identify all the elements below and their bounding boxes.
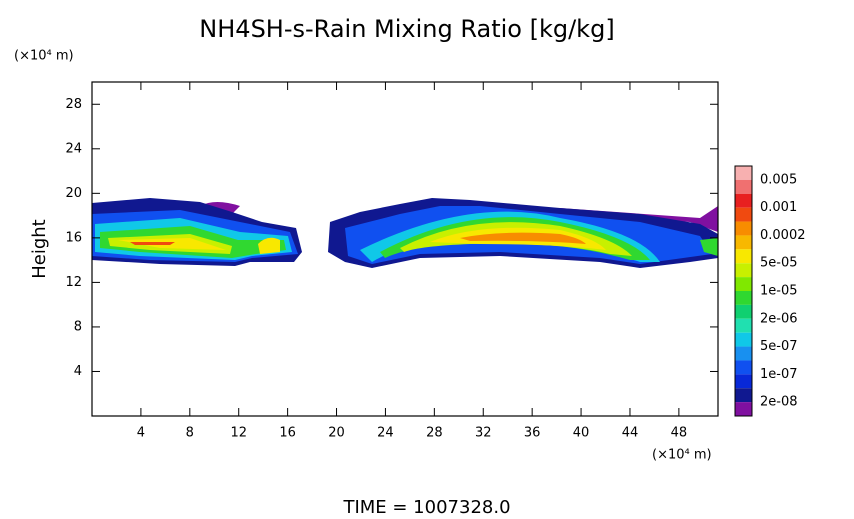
y-tick-label: 8 — [74, 319, 82, 334]
colorbar-swatch — [735, 346, 752, 361]
y-tick-label: 4 — [74, 364, 82, 379]
colorbar-swatch — [735, 360, 752, 375]
footer: TIME = 1007328.0 — [342, 497, 510, 518]
x-tick-label: 12 — [230, 426, 247, 441]
x-tick-label: 36 — [524, 426, 541, 441]
contour-region — [258, 237, 280, 254]
colorbar-swatch — [735, 291, 752, 305]
y-unit: (×10⁴ m) — [14, 49, 74, 64]
colorbar-swatch — [735, 304, 752, 319]
contour-region — [118, 238, 226, 250]
colorbar-label: 0.001 — [760, 200, 797, 215]
x-tick-label: 8 — [186, 426, 194, 441]
x-unit: (×10⁴ m) — [652, 448, 712, 463]
y-axis-label: Height — [29, 219, 50, 279]
y-tick-label: 20 — [65, 186, 82, 201]
x-tick-label: 32 — [475, 426, 492, 441]
y-tick-label: 12 — [65, 275, 82, 290]
contour-region — [200, 202, 240, 214]
x-tick-label: 44 — [622, 426, 639, 441]
contour-region — [460, 232, 586, 244]
colorbar-swatch — [735, 166, 752, 180]
y-tick-label: 24 — [65, 141, 82, 156]
colorbar-label: 2e-06 — [760, 311, 798, 326]
y-tick-label: 28 — [65, 97, 82, 112]
x-tick-label: 28 — [426, 426, 443, 441]
colorbar-label: 2e-08 — [760, 395, 798, 410]
x-tick-label: 4 — [137, 426, 145, 441]
x-tick-label: 20 — [328, 426, 345, 441]
x-tick-label: 24 — [377, 426, 394, 441]
colorbar-swatch — [735, 221, 752, 236]
colorbar-label: 5e-05 — [760, 256, 798, 271]
colorbar-frame — [734, 165, 753, 417]
colorbar-swatch — [735, 193, 752, 208]
colorbar-swatch — [735, 207, 752, 222]
colorbar-swatch — [735, 235, 752, 250]
colorbar-label: 1e-05 — [760, 284, 798, 299]
x-tick-label: 40 — [573, 426, 590, 441]
colorbar-label: 1e-07 — [760, 367, 798, 382]
chart-title: NH4SH-s-Rain Mixing Ratio [kg/kg] — [199, 15, 614, 43]
y-tick-label: 16 — [65, 230, 82, 245]
colorbar-swatch — [735, 179, 752, 194]
x-tick-label: 16 — [279, 426, 296, 441]
colorbar-swatch — [735, 263, 752, 278]
contour-region — [700, 238, 718, 256]
colorbar-swatch — [735, 402, 752, 416]
colorbar-swatch — [735, 332, 752, 347]
colorbar-label: 0.0002 — [760, 228, 806, 243]
colorbar-swatch — [735, 277, 752, 291]
colorbar-swatch — [735, 318, 752, 333]
x-tick-label: 48 — [671, 426, 688, 441]
contour-field — [92, 198, 718, 268]
colorbar-swatch — [735, 249, 752, 264]
colorbar-label: 0.005 — [760, 172, 797, 187]
plot-frame — [91, 81, 719, 417]
colorbar-swatch — [735, 374, 752, 389]
colorbar-label: 5e-07 — [760, 339, 798, 354]
colorbar-swatch — [735, 388, 752, 403]
contour-region — [130, 242, 175, 245]
